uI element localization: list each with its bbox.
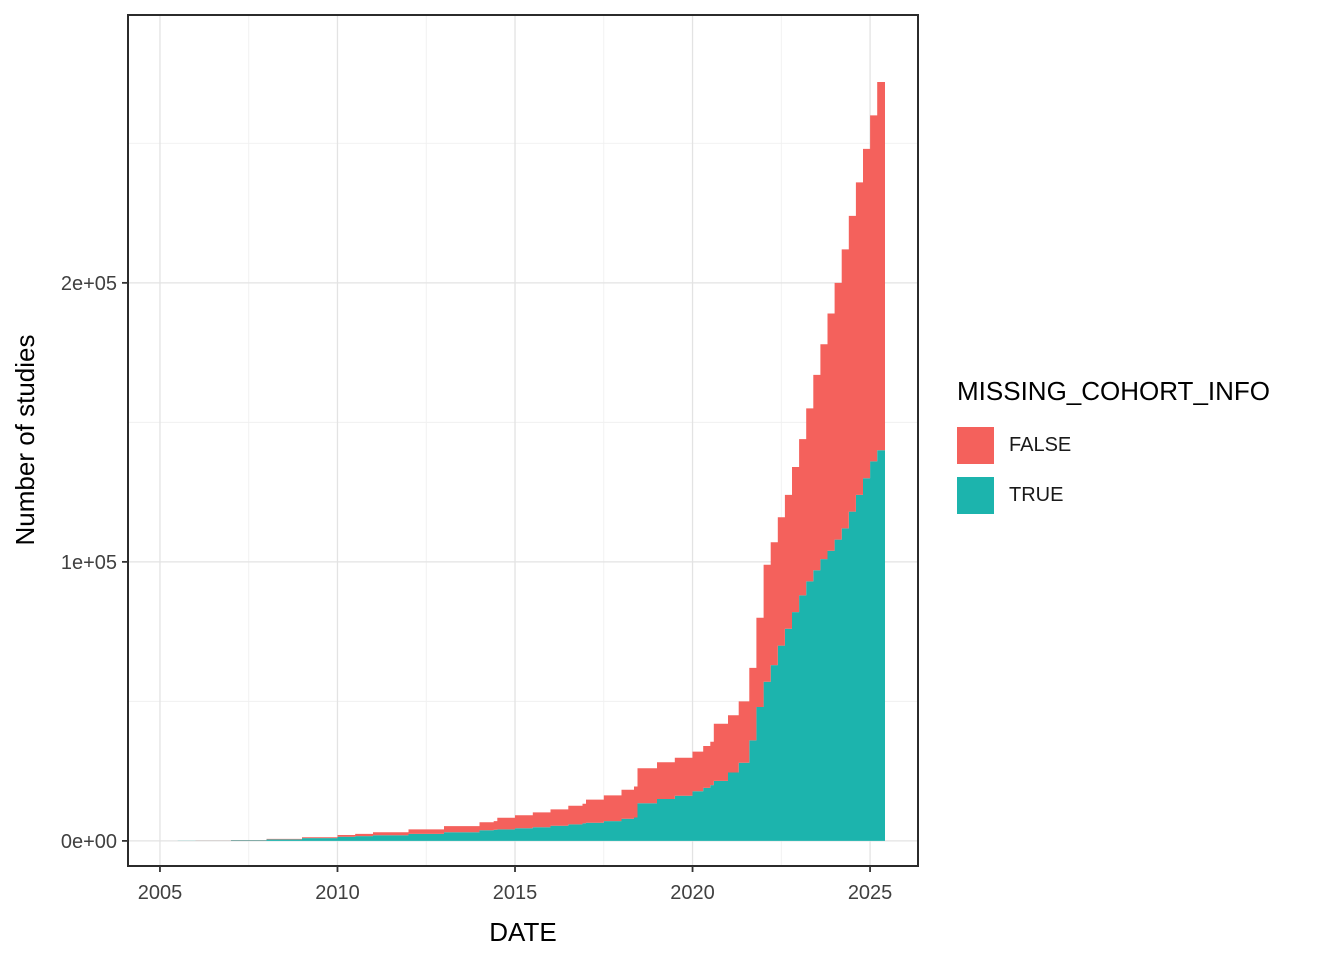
legend-swatch-true [957, 477, 994, 514]
legend-label: TRUE [1009, 484, 1064, 506]
y-axis-title: Number of studies [10, 335, 40, 546]
panel-frame [122, 14, 919, 872]
legend: MISSING_COHORT_INFO FALSE TRUE [957, 376, 1270, 527]
tick-labels: 2005 2010 2015 2020 2025 0e+00 1e+05 2e+05 [61, 273, 892, 904]
x-axis-title: DATE [489, 917, 556, 947]
x-tick-label: 2015 [493, 882, 538, 904]
panel-border [127, 14, 919, 867]
x-tick-label: 2025 [848, 882, 893, 904]
legend-title: MISSING_COHORT_INFO [957, 376, 1271, 406]
legend-item-true: TRUE [957, 477, 1270, 514]
y-tick-label: 2e+05 [61, 273, 117, 295]
legend-swatch-false [957, 427, 994, 464]
x-tick-label: 2020 [670, 882, 715, 904]
areas [177, 56, 885, 841]
x-tick-label: 2005 [138, 882, 183, 904]
area-series-true [177, 441, 885, 841]
y-tick-label: 1e+05 [61, 552, 117, 574]
legend-items: FALSE TRUE [957, 427, 1270, 514]
x-tick-label: 2010 [315, 882, 360, 904]
legend-label: FALSE [1009, 434, 1072, 456]
legend-item-false: FALSE [957, 427, 1270, 464]
y-tick-label: 0e+00 [61, 831, 117, 853]
